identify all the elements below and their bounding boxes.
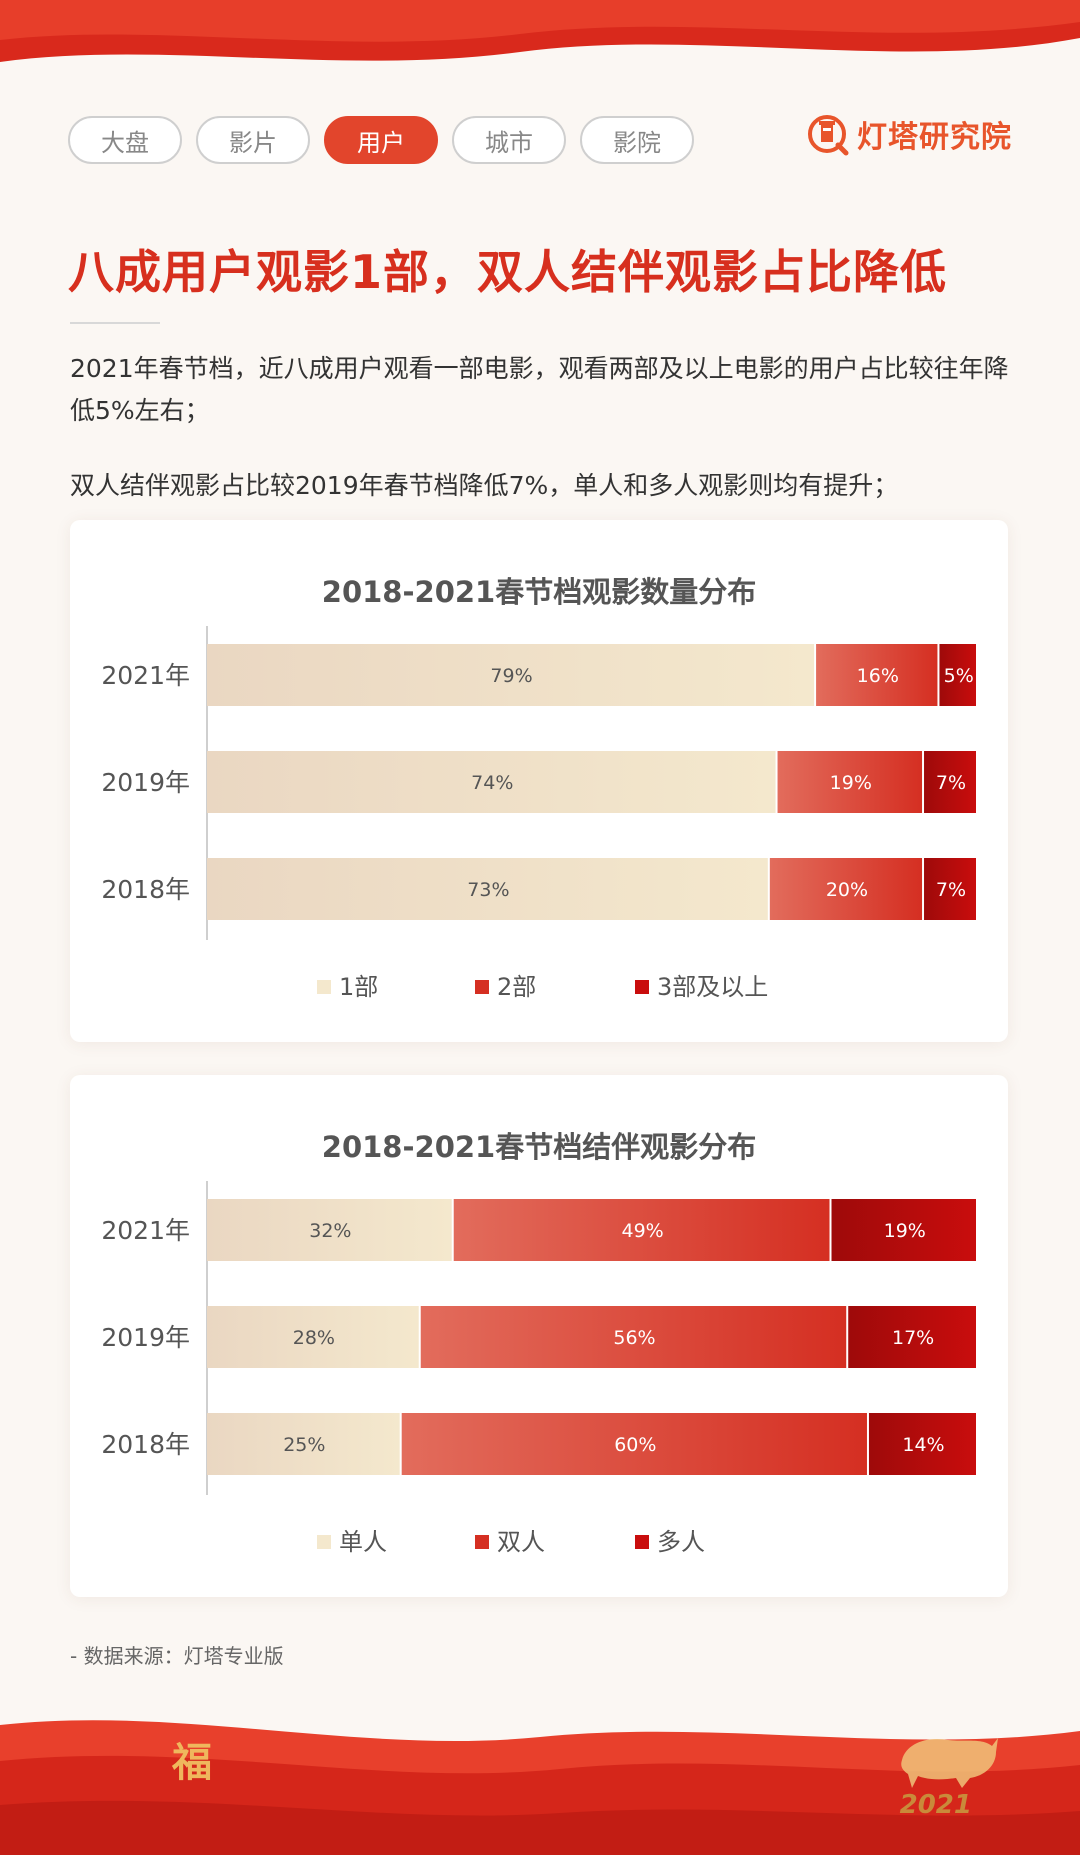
legend-swatch: [475, 1535, 489, 1549]
bottom-wave-decoration: [0, 1720, 1080, 1855]
ox-icon: [901, 1738, 998, 1788]
data-label: 32%: [309, 1220, 351, 1242]
tab-overview[interactable]: 大盘: [68, 116, 182, 164]
legend-label: 多人: [657, 1528, 705, 1556]
bar-segment-first: [207, 1413, 400, 1475]
bar-segment-second: [816, 644, 938, 706]
chart-title: 2018-2021春节档观影数量分布: [322, 575, 756, 609]
chart-card-quantity: 2018-2021春节档观影数量分布 2021年 79% 16% 5% 2019年 74% 1…: [70, 520, 1008, 1042]
bar-segment-second: [769, 858, 923, 920]
bar-segment-third: [924, 751, 976, 813]
chart-quantity-svg: 2018-2021春节档观影数量分布 2021年 79% 16% 5% 2019年 74% 1…: [101, 575, 976, 1001]
bar-segment-third: [831, 1199, 976, 1261]
data-label: 7%: [936, 879, 966, 901]
category-label: 2019年: [101, 768, 190, 797]
legend-swatch: [635, 980, 649, 994]
data-label: 14%: [902, 1434, 944, 1456]
chart-card-companion: 2018-2021春节档结伴观影分布 2021年 32% 49% 19% 2019年 28%…: [70, 1075, 1008, 1597]
legend-label: 1部: [339, 973, 378, 1001]
legend-label: 单人: [339, 1528, 387, 1556]
data-label: 19%: [884, 1220, 926, 1242]
data-label: 28%: [293, 1327, 335, 1349]
data-label: 79%: [490, 665, 532, 687]
data-label: 60%: [614, 1434, 656, 1456]
title-divider: [70, 322, 160, 324]
legend-label: 2部: [497, 973, 536, 1001]
legend-label: 双人: [497, 1528, 545, 1556]
ox-year-text: 2021: [899, 1790, 972, 1820]
bar-segment-second: [777, 751, 923, 813]
bar-segment-third: [939, 644, 976, 706]
tab-cinemas[interactable]: 影院: [580, 116, 694, 164]
lighthouse-icon: [808, 115, 849, 156]
data-label: 19%: [830, 772, 872, 794]
legend-label: 3部及以上: [657, 973, 768, 1001]
legend-swatch: [475, 980, 489, 994]
top-wave-decoration: [0, 0, 1080, 62]
data-label: 73%: [467, 879, 509, 901]
bar-segment-first: [207, 1306, 419, 1368]
tab-users[interactable]: 用户: [324, 116, 438, 164]
bar-segment-first: [207, 858, 768, 920]
tab-films[interactable]: 影片: [196, 116, 310, 164]
tab-cities[interactable]: 城市: [452, 116, 566, 164]
legend-swatch: [635, 1535, 649, 1549]
bar-segment-second: [453, 1199, 830, 1261]
data-label: 17%: [892, 1327, 934, 1349]
category-label: 2021年: [101, 661, 190, 690]
data-label: 49%: [621, 1220, 663, 1242]
category-label: 2018年: [101, 1430, 190, 1459]
page-title: 八成用户观影1部，双人结伴观影占比降低: [68, 245, 948, 299]
bar-segment-third: [848, 1306, 976, 1368]
brand-logo: 灯塔研究院: [805, 112, 1012, 156]
bar-segment-third: [868, 1413, 976, 1475]
description-paragraph-2: 双人结伴观影占比较2019年春节档降低7%，单人和多人观影则均有提升；: [70, 471, 899, 500]
data-label: 20%: [826, 879, 868, 901]
legend-swatch: [317, 1535, 331, 1549]
fu-character-decoration: 福: [172, 1740, 212, 1786]
chart-title: 2018-2021春节档结伴观影分布: [322, 1130, 756, 1164]
bar-segment-second: [401, 1413, 867, 1475]
data-source-note: - 数据来源：灯塔专业版: [70, 1644, 284, 1668]
description-paragraph-1: 2021年春节档，近八成用户观看一部电影，观看两部及以上电影的用户占比较往年降低…: [70, 354, 1009, 425]
category-label: 2018年: [101, 875, 190, 904]
data-label: 7%: [936, 772, 966, 794]
data-label: 56%: [613, 1327, 655, 1349]
data-label: 25%: [283, 1434, 325, 1456]
chart-companion-svg: 2018-2021春节档结伴观影分布 2021年 32% 49% 19% 2019年 28%…: [101, 1130, 976, 1556]
brand-name: 灯塔研究院: [857, 120, 1012, 155]
bar-segment-first: [207, 1199, 452, 1261]
bar-segment-first: [207, 751, 776, 813]
category-tabs: 大盘 影片 用户 城市 影院: [68, 116, 694, 164]
bar-segment-third: [924, 858, 976, 920]
legend-swatch: [317, 980, 331, 994]
bar-segment-first: [207, 644, 815, 706]
category-label: 2021年: [101, 1216, 190, 1245]
data-label: 74%: [471, 772, 513, 794]
data-label: 16%: [857, 665, 899, 687]
category-label: 2019年: [101, 1323, 190, 1352]
bar-segment-second: [420, 1306, 847, 1368]
data-label: 5%: [944, 665, 974, 687]
